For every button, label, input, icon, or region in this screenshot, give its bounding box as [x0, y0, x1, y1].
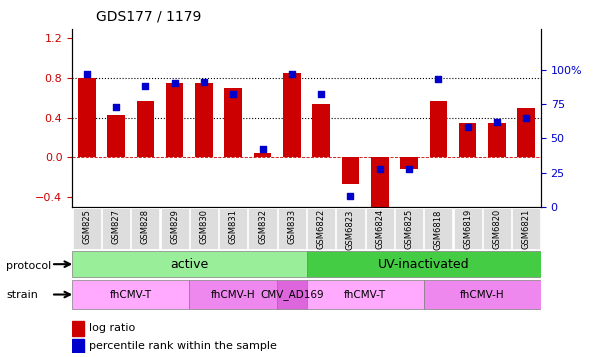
Point: [141, 84, 150, 89]
FancyBboxPatch shape: [219, 208, 248, 249]
Text: strain: strain: [6, 290, 38, 300]
FancyBboxPatch shape: [72, 280, 189, 309]
Point: [199, 79, 209, 85]
Point: [316, 92, 326, 97]
FancyBboxPatch shape: [248, 208, 276, 249]
Bar: [371, 157, 388, 207]
FancyBboxPatch shape: [483, 208, 511, 249]
Bar: [107, 115, 125, 157]
Text: log ratio: log ratio: [88, 323, 135, 333]
FancyBboxPatch shape: [395, 208, 423, 249]
Point: [170, 81, 180, 86]
FancyBboxPatch shape: [337, 208, 365, 249]
Text: GSM830: GSM830: [200, 209, 209, 244]
Text: protocol: protocol: [6, 261, 51, 271]
Text: fhCMV-T: fhCMV-T: [109, 290, 152, 300]
FancyBboxPatch shape: [190, 208, 218, 249]
Point: [228, 92, 238, 97]
FancyBboxPatch shape: [72, 251, 307, 277]
FancyBboxPatch shape: [131, 208, 159, 249]
Bar: [195, 83, 213, 157]
Text: active: active: [170, 258, 209, 271]
Bar: [459, 123, 477, 157]
Text: GSM6818: GSM6818: [434, 209, 443, 250]
Point: [404, 166, 414, 171]
Bar: [488, 123, 506, 157]
FancyBboxPatch shape: [277, 280, 307, 309]
Point: [375, 166, 385, 171]
Text: percentile rank within the sample: percentile rank within the sample: [88, 341, 276, 351]
FancyBboxPatch shape: [73, 208, 101, 249]
Bar: [72, 321, 84, 336]
Text: GSM6820: GSM6820: [492, 209, 501, 250]
FancyBboxPatch shape: [307, 251, 541, 277]
Bar: [78, 78, 96, 157]
FancyBboxPatch shape: [424, 208, 453, 249]
Text: fhCMV-T: fhCMV-T: [344, 290, 386, 300]
Point: [522, 115, 531, 121]
Bar: [225, 88, 242, 157]
FancyBboxPatch shape: [307, 208, 335, 249]
Bar: [166, 83, 183, 157]
Text: GSM829: GSM829: [170, 209, 179, 244]
Bar: [400, 157, 418, 169]
FancyBboxPatch shape: [278, 208, 306, 249]
FancyBboxPatch shape: [454, 208, 482, 249]
Text: GSM827: GSM827: [112, 209, 121, 244]
Text: GSM6824: GSM6824: [375, 209, 384, 250]
Point: [463, 125, 472, 130]
FancyBboxPatch shape: [160, 208, 189, 249]
Bar: [341, 157, 359, 184]
Text: GSM831: GSM831: [229, 209, 238, 244]
Text: GSM6821: GSM6821: [522, 209, 531, 250]
FancyBboxPatch shape: [365, 208, 394, 249]
Text: GSM825: GSM825: [82, 209, 91, 244]
Point: [346, 193, 355, 199]
Bar: [136, 101, 154, 157]
Point: [287, 71, 297, 77]
Point: [492, 119, 502, 125]
FancyBboxPatch shape: [102, 208, 130, 249]
Text: fhCMV-H: fhCMV-H: [460, 290, 505, 300]
FancyBboxPatch shape: [189, 280, 277, 309]
Bar: [517, 108, 535, 157]
Bar: [254, 152, 272, 157]
FancyBboxPatch shape: [424, 280, 541, 309]
Bar: [313, 104, 330, 157]
Text: fhCMV-H: fhCMV-H: [211, 290, 255, 300]
Text: GSM832: GSM832: [258, 209, 267, 244]
Point: [82, 71, 91, 77]
Text: GSM833: GSM833: [287, 209, 296, 244]
Bar: [283, 73, 300, 157]
Text: GSM828: GSM828: [141, 209, 150, 244]
Point: [433, 76, 443, 82]
FancyBboxPatch shape: [307, 280, 424, 309]
Text: GSM6825: GSM6825: [404, 209, 413, 250]
Text: GSM6823: GSM6823: [346, 209, 355, 250]
Text: GSM6822: GSM6822: [317, 209, 326, 250]
FancyBboxPatch shape: [512, 208, 540, 249]
Text: UV-inactivated: UV-inactivated: [378, 258, 469, 271]
Text: GSM6819: GSM6819: [463, 209, 472, 250]
Bar: [72, 339, 84, 353]
Text: CMV_AD169: CMV_AD169: [260, 289, 324, 300]
Bar: [430, 101, 447, 157]
Text: GDS177 / 1179: GDS177 / 1179: [96, 9, 201, 23]
Point: [258, 146, 267, 152]
Point: [111, 104, 121, 110]
